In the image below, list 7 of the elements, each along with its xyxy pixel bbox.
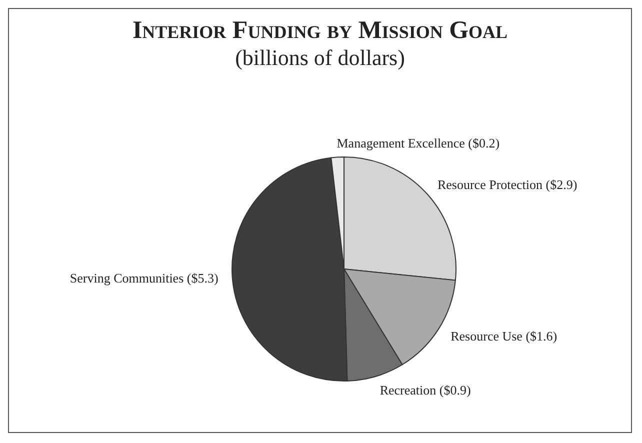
chart-title: Interior Funding by Mission Goal (131, 17, 509, 45)
chart-subtitle: (billions of dollars) (234, 45, 406, 71)
slice-label: Resource Use ($1.6) (450, 328, 558, 344)
slice-label: Resource Protection ($2.9) (437, 177, 578, 192)
slice-label: Management Excellence ($0.2) (336, 136, 500, 151)
slice-label: Recreation ($0.9) (380, 382, 471, 398)
slice-label: Serving Communities ($5.3) (70, 270, 218, 286)
